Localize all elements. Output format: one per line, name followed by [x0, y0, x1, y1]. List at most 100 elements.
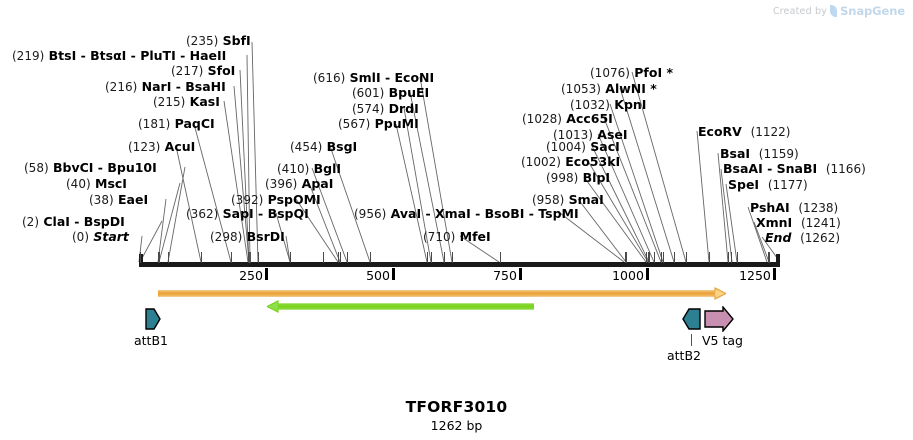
attB1-label: attB1 — [134, 333, 168, 348]
enzyme-site-label[interactable]: (998) BlpI — [546, 171, 610, 186]
enzyme-site-label[interactable]: SpeI (1177) — [728, 177, 808, 193]
enzyme-site-label[interactable]: (123) AcuI — [128, 139, 196, 155]
enzyme-site-names: BsaI — [720, 146, 751, 161]
enzyme-site-label[interactable]: PshAI (1238) — [750, 200, 838, 216]
enzyme-site-label[interactable]: (392) PspOMI — [231, 192, 321, 208]
enzyme-site-label[interactable]: (58) BbvCI - Bpu10I — [24, 161, 157, 176]
title-block: TFORF3010 1262 bp — [0, 398, 913, 433]
enzyme-site-label[interactable]: (217) SfoI — [171, 64, 235, 79]
enzyme-site-label[interactable]: (574) DrdI — [352, 102, 419, 117]
enzyme-site-position: (1004) — [546, 140, 586, 154]
attB2-label: attB2 — [667, 348, 701, 363]
enzyme-site-position: (40) — [66, 177, 91, 191]
enzyme-site-label[interactable]: (215) KasI — [153, 94, 220, 110]
enzyme-site-label[interactable]: (710) MfeI — [423, 230, 491, 245]
enzyme-site-names: PspOMI — [267, 192, 321, 207]
enzyme-site-label[interactable]: (181) PaqCI — [138, 117, 215, 132]
enzyme-site-position: (956) — [354, 207, 387, 221]
enzyme-site-position: (601) — [352, 86, 385, 100]
enzyme-site-label[interactable]: (454) BsgI — [290, 140, 357, 155]
page-title: TFORF3010 — [405, 398, 508, 416]
enzyme-site-names: AcuI — [164, 139, 196, 154]
enzyme-site-names: ClaI - BspDI — [43, 214, 125, 229]
enzyme-site-position: (392) — [231, 193, 264, 207]
enzyme-site-names: KpnI — [614, 97, 647, 112]
enzyme-site-position: (235) — [186, 34, 219, 48]
enzyme-site-names: PshAI — [750, 200, 790, 215]
enzyme-site-label[interactable]: (1028) Acc65I — [522, 112, 613, 127]
enzyme-site-position: (958) — [532, 193, 565, 207]
enzyme-site-label[interactable]: (1076) PfoI * — [590, 66, 673, 81]
enzyme-site-names: XmnI — [756, 215, 793, 230]
enzyme-site-position: (1159) — [758, 147, 799, 161]
enzyme-site-label[interactable]: (38) EaeI — [89, 193, 148, 208]
enzyme-site-names: NarI - BsaHI — [141, 79, 226, 94]
enzyme-site-names: SbfI — [222, 33, 251, 48]
ruler-tick-label: 1000 — [612, 268, 644, 283]
enzyme-label-layer: (219) BtsI - BtsαI - PluTI - HaeII (235) … — [12, 33, 866, 246]
enzyme-site-position: (567) — [338, 117, 371, 131]
enzyme-site-position: (1241) — [800, 216, 841, 230]
enzyme-site-label[interactable]: (0) Start — [72, 230, 129, 245]
enzyme-site-label[interactable]: (235) SbfI — [186, 33, 251, 49]
enzyme-site-position: (2) — [22, 215, 39, 229]
enzyme-site-position: (181) — [138, 117, 171, 131]
attB1-feature-arrow[interactable] — [143, 306, 163, 332]
enzyme-site-position: (1028) — [522, 112, 562, 126]
enzyme-site-label[interactable]: (410) BglI — [277, 161, 342, 177]
enzyme-site-label[interactable]: (1013) AseI — [553, 128, 628, 143]
ruler-tick-label: 1250 — [739, 268, 771, 283]
ruler-tick-label: 250 — [239, 268, 263, 283]
enzyme-site-label[interactable]: BsaAI - SnaBI (1166) — [723, 162, 866, 177]
enzyme-site-label[interactable]: (298) BsrDI — [210, 230, 285, 245]
enzyme-site-label[interactable]: (1053) AlwNI * — [561, 81, 657, 97]
enzyme-site-position: (38) — [89, 193, 114, 207]
enzyme-site-names: KasI — [189, 94, 220, 109]
enzyme-site-label[interactable]: (1002) Eco53kI — [521, 155, 620, 170]
enzyme-site-label[interactable]: (362) SapI - BspQI — [186, 206, 309, 222]
enzyme-site-names: BpuEI — [388, 85, 430, 100]
enzyme-site-position: (298) — [210, 230, 243, 244]
enzyme-site-names: SpeI — [728, 177, 760, 192]
v5-tag-feature-arrow[interactable] — [703, 306, 735, 332]
enzyme-site-label[interactable]: BsaI (1159) — [720, 146, 799, 162]
enzyme-site-names: BtsI - BtsαI - PluTI - HaeII — [48, 48, 227, 63]
enzyme-site-position: (1166) — [825, 162, 866, 176]
enzyme-site-position: (216) — [105, 80, 138, 94]
enzyme-site-label[interactable]: (216) NarI - BsaHI — [105, 79, 226, 95]
enzyme-site-position: (616) — [313, 71, 346, 85]
attB2-leader-line — [691, 334, 692, 346]
enzyme-site-position: (396) — [265, 177, 298, 191]
enzyme-site-position: (998) — [546, 171, 579, 185]
enzyme-site-position: (362) — [186, 207, 219, 221]
attB2-feature-arrow[interactable] — [681, 306, 703, 332]
enzyme-site-label[interactable]: (40) MscI — [66, 177, 127, 192]
enzyme-site-label[interactable]: (567) PpuMI — [338, 117, 419, 132]
enzyme-site-label[interactable]: (616) SmlI - EcoNI — [313, 70, 435, 86]
enzyme-site-label[interactable]: (958) SmaI — [532, 192, 604, 208]
enzyme-site-label[interactable]: (396) ApaI — [265, 176, 334, 192]
enzyme-site-label[interactable]: (1032) KpnI — [570, 97, 647, 113]
enzyme-site-position: (1032) — [570, 98, 610, 112]
enzyme-site-label[interactable]: (219) BtsI - BtsαI - PluTI - HaeII — [12, 48, 227, 64]
enzyme-site-label[interactable]: XmnI (1241) — [756, 215, 841, 231]
enzyme-site-position: (215) — [153, 95, 186, 109]
enzyme-site-names: ApaI — [301, 176, 334, 191]
enzyme-site-label[interactable]: EcoRV (1122) — [698, 125, 790, 140]
enzyme-site-names: SmlI - EcoNI — [349, 70, 435, 85]
enzyme-site-label[interactable]: (956) AvaI - XmaI - BsoBI - TspMI — [354, 206, 579, 222]
enzyme-site-names: AlwNI * — [605, 81, 657, 96]
enzyme-site-position: (410) — [277, 162, 310, 176]
enzyme-site-names: SmaI — [568, 192, 604, 207]
leader-lines — [138, 41, 781, 263]
enzyme-site-names: SapI - BspQI — [222, 206, 309, 221]
orf-forward-bar[interactable] — [158, 287, 726, 300]
enzyme-site-position: (123) — [128, 140, 161, 154]
enzyme-site-label[interactable]: (601) BpuEI — [352, 85, 430, 101]
enzyme-site-label[interactable]: (1004) SacI — [546, 140, 620, 155]
orf-reverse-bar[interactable] — [267, 300, 534, 313]
enzyme-site-names: AvaI - XmaI - BsoBI - TspMI — [390, 206, 579, 221]
enzyme-site-label[interactable]: (2) ClaI - BspDI — [22, 214, 125, 230]
enzyme-site-label[interactable]: End (1262) — [765, 231, 840, 246]
enzyme-site-names: BglI — [313, 161, 342, 176]
